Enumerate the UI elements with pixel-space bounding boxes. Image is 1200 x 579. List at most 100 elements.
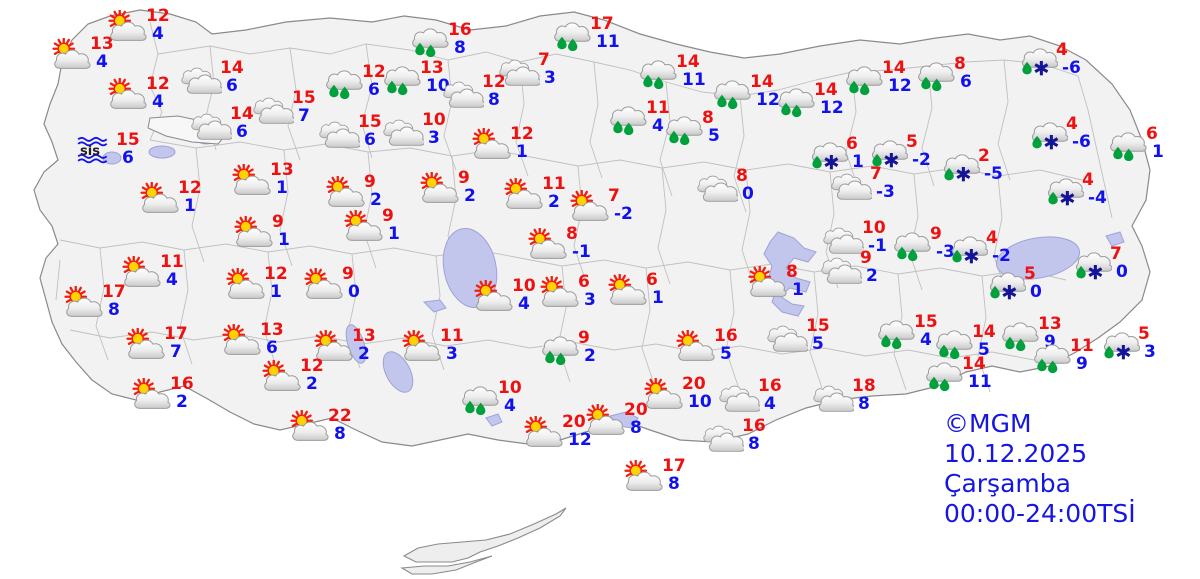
partly-cloudy-icon bbox=[672, 330, 718, 368]
lake-egirdir bbox=[345, 324, 367, 364]
temp-min: -2 bbox=[912, 150, 931, 170]
partly-cloudy-icon bbox=[104, 78, 150, 116]
cloudy-icon bbox=[178, 62, 224, 100]
cloudy-icon bbox=[316, 116, 362, 154]
temp-min: 8 bbox=[748, 434, 760, 454]
temp-min: 1 bbox=[388, 224, 400, 244]
temp-min: 12 bbox=[888, 76, 912, 96]
temp-max: 17 bbox=[102, 282, 126, 302]
small-lake-a bbox=[422, 299, 447, 313]
temp-min: -2 bbox=[614, 204, 633, 224]
temp-max: 13 bbox=[270, 160, 294, 180]
partly-cloudy-icon bbox=[228, 164, 274, 202]
temp-max: 14 bbox=[230, 104, 254, 124]
temp-max: 17 bbox=[662, 456, 686, 476]
caption-weekday: Çarşamba bbox=[944, 469, 1071, 498]
partly-cloudy-icon bbox=[340, 210, 386, 248]
cloudy-icon bbox=[380, 114, 426, 152]
sleet-icon bbox=[1024, 118, 1070, 156]
partly-cloudy-icon bbox=[744, 266, 790, 304]
temp-max: 18 bbox=[852, 376, 876, 396]
partly-cloudy-icon bbox=[416, 172, 462, 210]
rain-icon bbox=[912, 58, 958, 96]
temp-max: 11 bbox=[440, 326, 464, 346]
temp-min: 8 bbox=[668, 474, 680, 494]
temp-min: 2 bbox=[358, 344, 370, 364]
rain-icon bbox=[604, 102, 650, 140]
temp-max: 6 bbox=[646, 270, 658, 290]
temp-max: 13 bbox=[420, 58, 444, 78]
cloudy-icon bbox=[700, 420, 746, 458]
temp-max: 11 bbox=[160, 252, 184, 272]
sleet-icon bbox=[1068, 248, 1114, 286]
temp-max: 10 bbox=[422, 110, 446, 130]
temp-max: 11 bbox=[646, 98, 670, 118]
cloudy-icon bbox=[694, 170, 740, 208]
cloudy-icon bbox=[828, 168, 874, 206]
temp-min: 2 bbox=[176, 392, 188, 412]
cloudy-icon bbox=[810, 380, 856, 418]
temp-min: -6 bbox=[1072, 132, 1091, 152]
rain-icon bbox=[406, 24, 452, 62]
temp-max: 5 bbox=[906, 132, 918, 152]
temp-max: 11 bbox=[542, 174, 566, 194]
temp-max: 20 bbox=[682, 374, 706, 394]
temp-max: 13 bbox=[1038, 314, 1062, 334]
temp-max: 4 bbox=[1056, 40, 1068, 60]
partly-cloudy-icon bbox=[520, 416, 566, 454]
temp-min: 8 bbox=[488, 90, 500, 110]
temp-max: 6 bbox=[846, 134, 858, 154]
temp-min: 1 bbox=[852, 152, 864, 172]
temp-min: 4 bbox=[96, 52, 108, 72]
temp-max: 15 bbox=[358, 112, 382, 132]
temp-max: 9 bbox=[458, 168, 470, 188]
partly-cloudy-icon bbox=[566, 190, 612, 228]
temp-max: 10 bbox=[498, 378, 522, 398]
temp-max: 12 bbox=[146, 74, 170, 94]
temp-min: 4 bbox=[152, 24, 164, 44]
partly-cloudy-icon bbox=[322, 176, 368, 214]
temp-max: 13 bbox=[352, 326, 376, 346]
caption-provider: ©MGM bbox=[944, 409, 1032, 438]
temp-min: 4 bbox=[652, 116, 664, 136]
temp-max: 4 bbox=[1082, 170, 1094, 190]
partly-cloudy-icon bbox=[500, 178, 546, 216]
rain-icon bbox=[772, 84, 818, 122]
temp-max: 7 bbox=[608, 186, 620, 206]
temp-min: 8 bbox=[454, 38, 466, 58]
temp-max: 15 bbox=[116, 130, 140, 150]
temp-min: 6 bbox=[122, 148, 134, 168]
rain-icon bbox=[872, 316, 918, 354]
temp-min: 2 bbox=[866, 266, 878, 286]
temp-min: 4 bbox=[152, 92, 164, 112]
lake-iznik bbox=[148, 145, 176, 159]
cyprus-panhandle bbox=[400, 555, 493, 575]
rain-icon bbox=[548, 18, 594, 56]
temp-max: 9 bbox=[382, 206, 394, 226]
temp-min: 1 bbox=[516, 142, 528, 162]
rain-icon bbox=[930, 326, 976, 364]
temp-max: 16 bbox=[170, 374, 194, 394]
temp-min: 5 bbox=[812, 334, 824, 354]
rain-icon bbox=[634, 56, 680, 94]
temp-min: 4 bbox=[764, 394, 776, 414]
temp-min: 5 bbox=[708, 126, 720, 146]
sleet-icon bbox=[1014, 44, 1060, 82]
rain-icon bbox=[660, 112, 706, 150]
temp-max: 8 bbox=[954, 54, 966, 74]
temp-max: 16 bbox=[714, 326, 738, 346]
sleet-icon bbox=[982, 268, 1028, 306]
temp-min: 4 bbox=[920, 330, 932, 350]
partly-cloudy-icon bbox=[118, 256, 164, 294]
temp-min: 3 bbox=[428, 128, 440, 148]
temp-max: 13 bbox=[260, 320, 284, 340]
temp-max: 14 bbox=[962, 354, 986, 374]
temp-max: 11 bbox=[1070, 336, 1094, 356]
rain-icon bbox=[920, 358, 966, 396]
temp-min: 10 bbox=[688, 392, 712, 412]
temp-max: 7 bbox=[870, 164, 882, 184]
temp-min: 11 bbox=[968, 372, 992, 392]
partly-cloudy-icon bbox=[604, 274, 650, 312]
temp-max: 10 bbox=[862, 218, 886, 238]
temp-max: 9 bbox=[860, 248, 872, 268]
